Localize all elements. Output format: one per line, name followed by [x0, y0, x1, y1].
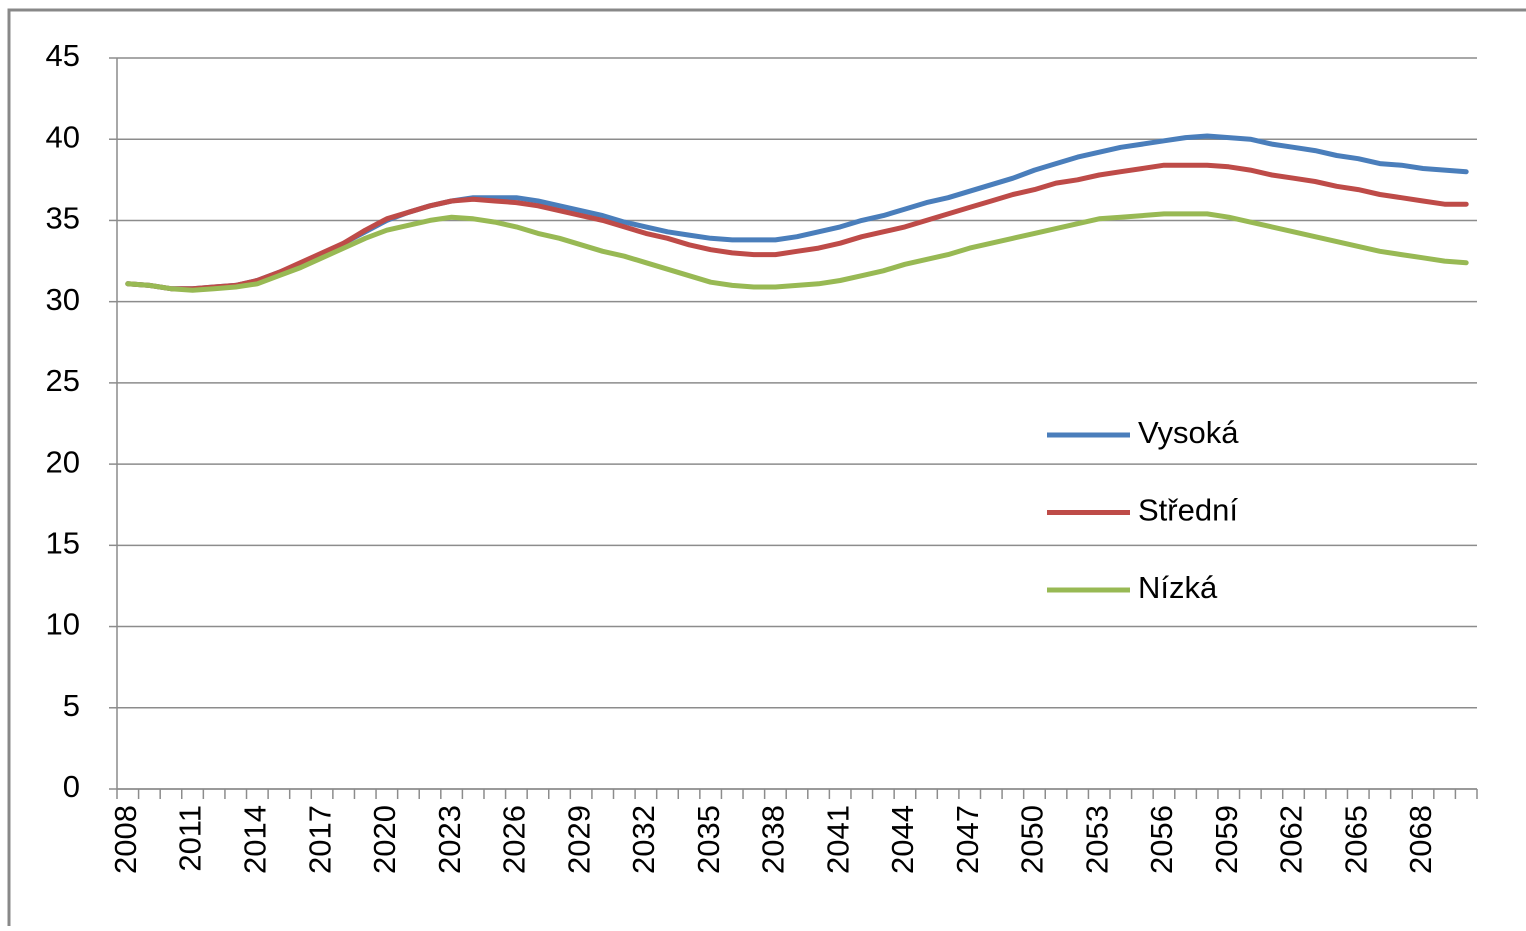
x-tick-label: 2035	[691, 805, 726, 874]
y-tick-label: 25	[46, 363, 80, 398]
x-tick-label: 2047	[950, 805, 985, 874]
y-tick-label: 20	[46, 444, 80, 479]
y-tick-label: 15	[46, 526, 80, 561]
x-tick-label: 2044	[885, 805, 920, 874]
x-tick-label: 2050	[1015, 805, 1050, 874]
y-tick-label: 40	[46, 119, 80, 154]
x-tick-label: 2014	[238, 805, 273, 874]
x-tick-label: 2029	[561, 805, 596, 874]
x-tick-label: 2062	[1274, 805, 1309, 874]
y-tick-label: 10	[46, 607, 80, 642]
x-tick-label: 2065	[1338, 805, 1373, 874]
x-tick-label: 2011	[173, 805, 208, 872]
x-tick-label: 2053	[1079, 805, 1114, 874]
legend-label: Nízká	[1138, 570, 1218, 605]
y-tick-label: 35	[46, 201, 80, 236]
series-line	[125, 162, 1469, 292]
legend-label: Vysoká	[1138, 415, 1239, 450]
x-tick-label: 2038	[756, 805, 791, 874]
x-tick-label: 2041	[820, 805, 855, 874]
y-tick-label: 5	[63, 688, 80, 723]
x-tick-label: 2059	[1209, 805, 1244, 874]
x-tick-label: 2008	[108, 805, 143, 874]
x-tick-label: 2056	[1144, 805, 1179, 874]
y-tick-label: 30	[46, 282, 80, 317]
x-tick-label: 2020	[367, 805, 402, 874]
x-tick-label: 2068	[1403, 805, 1438, 874]
x-tick-label: 2026	[497, 805, 532, 874]
x-tick-label: 2017	[302, 805, 337, 874]
series-line	[125, 211, 1469, 293]
x-tick-label: 2023	[432, 805, 467, 874]
chart-frame	[7, 8, 1526, 931]
legend-label: Střední	[1138, 493, 1238, 528]
y-tick-label: 0	[63, 769, 80, 804]
y-tick-label: 45	[46, 38, 80, 73]
x-tick-label: 2032	[626, 805, 661, 874]
